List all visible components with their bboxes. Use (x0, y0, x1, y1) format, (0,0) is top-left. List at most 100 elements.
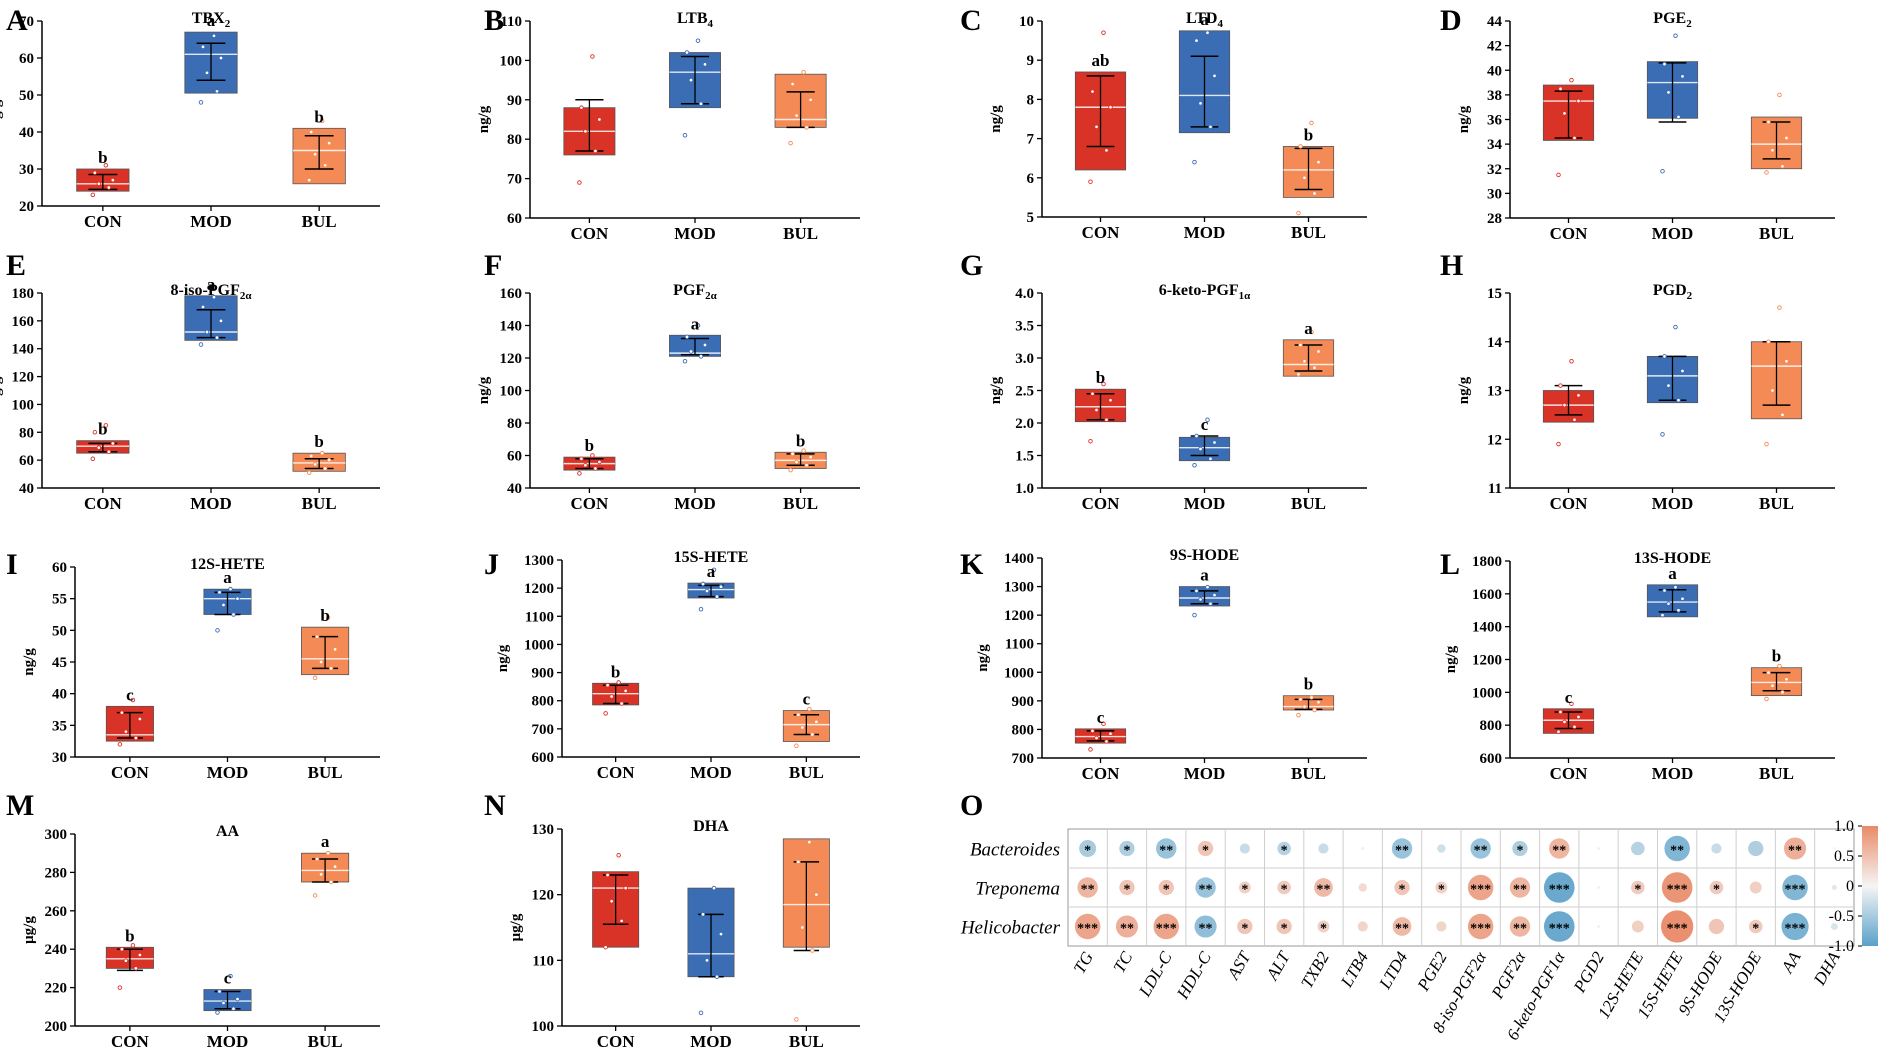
significance-letter: b (314, 432, 323, 451)
significance-letter: a (207, 275, 216, 294)
significance-letter: a (223, 568, 232, 587)
y-tick-label: 1300 (524, 553, 554, 569)
significance-stars: * (1241, 922, 1248, 937)
x-tick-label: MOD (674, 494, 716, 513)
data-point (1662, 61, 1667, 67)
x-tick-label: CON (84, 212, 123, 231)
y-axis-label: ng/g (988, 105, 1004, 133)
significance-stars: *** (1549, 922, 1570, 937)
x-tick-label: MOD (1652, 224, 1694, 243)
data-point (1569, 701, 1574, 707)
chart-title-text: LTB (677, 10, 708, 27)
data-point (1298, 144, 1303, 149)
significance-letter: b (1772, 647, 1781, 666)
data-point (609, 898, 614, 904)
significance-letter: b (611, 662, 620, 681)
data-point (1770, 148, 1775, 153)
data-point (590, 453, 595, 458)
y-tick-label: 160 (12, 314, 35, 330)
data-point (217, 989, 222, 994)
significance-stars: ** (1159, 844, 1173, 859)
data-point (200, 304, 206, 310)
y-tick-label: 800 (1012, 722, 1035, 738)
significance-letter: a (321, 832, 330, 851)
significance-letter: c (1201, 415, 1209, 434)
x-tick-label: CON (571, 224, 610, 243)
data-point (1666, 383, 1671, 388)
significance-stars: *** (1470, 883, 1491, 898)
significance-letter: b (320, 606, 329, 625)
significance-letter: c (224, 969, 232, 988)
x-tick-label: BUL (1291, 764, 1326, 783)
data-point (711, 885, 717, 891)
heatmap-cell (1394, 879, 1410, 896)
data-point (1090, 391, 1095, 397)
x-tick-label: CON (84, 494, 123, 513)
data-point (1194, 433, 1199, 439)
heatmap-cell (1119, 840, 1135, 857)
panel-B: B LTB4 60 70 80 90 100 110 ng/g CON MOD BUL (476, 4, 860, 243)
y-tick-label: 2.0 (1015, 416, 1034, 432)
significance-letter: c (803, 690, 811, 709)
significance-stars: ** (1199, 883, 1213, 898)
heatmap-cell (1661, 910, 1694, 943)
heatmap-cell (1711, 843, 1722, 854)
heatmap-cell (1361, 847, 1365, 850)
data-point (1558, 383, 1563, 388)
data-point (308, 453, 314, 459)
data-point (1205, 30, 1210, 36)
significance-stars: ** (1395, 922, 1409, 937)
data-point (325, 615, 331, 620)
heatmap-cell (1079, 840, 1097, 857)
data-point (718, 584, 724, 589)
data-point (577, 471, 582, 476)
data-point (1302, 704, 1307, 709)
data-point (312, 675, 318, 681)
colorbar (1862, 826, 1878, 946)
data-point (796, 859, 801, 865)
data-point (119, 710, 125, 715)
significance-stars: ** (1081, 883, 1095, 898)
chart-title-text: 12S-HETE (190, 556, 265, 573)
panel-label: G (960, 249, 983, 282)
y-axis-label: ng/g (988, 376, 1004, 404)
panel-label: E (6, 249, 26, 282)
heatmap-cell (1631, 880, 1645, 895)
column-label: PGE2 (1413, 948, 1451, 995)
y-tick-label: 6 (1027, 171, 1035, 187)
chart-title-text: PGF (673, 282, 705, 299)
data-point (133, 966, 139, 971)
data-point (1764, 170, 1769, 175)
panel-F: F PGF2α 40 60 80 100 120 140 160 ng/g CON b MOD a BUL b (476, 249, 860, 513)
heatmap-cell (1748, 919, 1763, 934)
x-tick-label: BUL (302, 212, 337, 231)
chart-title-text: 6-keto-PGF (1159, 282, 1239, 299)
data-point (1302, 359, 1307, 364)
data-point (605, 682, 610, 688)
y-tick-label: 1000 (1472, 685, 1502, 701)
data-point (200, 44, 206, 50)
data-point (1192, 159, 1197, 165)
y-tick-label: 4.0 (1015, 286, 1034, 302)
data-point (1562, 111, 1567, 116)
row-label: Helicobacter (960, 918, 1061, 939)
y-tick-label: 70 (507, 172, 522, 188)
chart-title-sub: 2 (1686, 18, 1692, 30)
chart-title: PGF2α (673, 282, 718, 302)
y-tick-label: 140 (12, 342, 35, 358)
y-axis-label: ng/g (21, 648, 37, 676)
data-point (1312, 707, 1317, 713)
significance-stars: ** (1316, 883, 1330, 898)
column-label: ALT (1262, 947, 1294, 984)
data-point (682, 359, 688, 364)
y-tick-label: 3.5 (1015, 319, 1034, 335)
data-point (90, 192, 96, 198)
data-point (1101, 381, 1106, 387)
data-point (1104, 148, 1109, 153)
significance-letter: a (1200, 10, 1209, 29)
x-tick-label: BUL (789, 763, 824, 782)
significance-letter: c (1565, 688, 1573, 707)
significance-letter: b (98, 420, 107, 439)
heatmap-cell (1436, 921, 1447, 932)
